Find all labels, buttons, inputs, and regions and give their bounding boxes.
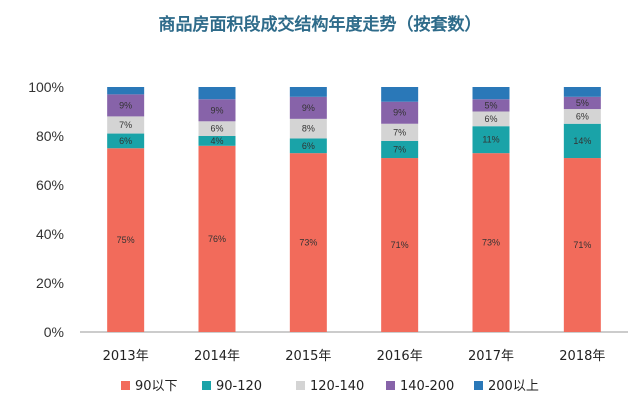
bar-stack: 73% 11% 6% 5% <box>472 87 510 332</box>
data-label: 9% <box>302 103 315 113</box>
bar-stack: 75% 6% 7% 9% <box>107 87 145 332</box>
bar-segment <box>107 133 145 149</box>
bar-segment <box>381 140 419 159</box>
bar-stack: 73% 6% 8% 9% <box>289 87 327 332</box>
data-label: 6% <box>210 124 223 134</box>
data-label: 71% <box>573 240 591 250</box>
bar-segment <box>107 116 145 134</box>
data-label: 6% <box>576 111 589 121</box>
x-tick-label: 2014年 <box>194 349 240 364</box>
bar-segment <box>198 99 236 122</box>
legend-label: 120-140 <box>310 379 364 394</box>
bar-segment <box>563 109 601 124</box>
bar-segment <box>198 136 236 146</box>
x-tick-label: 2018年 <box>559 349 605 364</box>
data-label: 9% <box>393 108 406 118</box>
legend-label: 140-200 <box>400 379 454 394</box>
data-label: 73% <box>299 238 317 248</box>
bar-segment <box>472 87 510 100</box>
x-tick-label: 2017年 <box>468 349 514 364</box>
bar-segment <box>381 123 419 141</box>
bar-segment <box>289 138 327 154</box>
bar-segment <box>563 123 601 159</box>
data-label: 7% <box>393 144 406 154</box>
legend-label: 200以上 <box>488 379 539 394</box>
y-tick-label: 100% <box>28 79 64 95</box>
bar-segment <box>381 101 419 124</box>
bar-segment <box>472 126 510 154</box>
bar-segment <box>289 153 327 332</box>
y-tick-label: 20% <box>36 275 64 291</box>
data-label: 5% <box>484 100 497 110</box>
bar-segment <box>472 111 510 127</box>
bar-segment <box>107 148 145 332</box>
bar-segment <box>107 87 145 95</box>
bar-segment <box>381 87 419 102</box>
bar-segment <box>289 118 327 139</box>
y-tick-label: 60% <box>36 177 64 193</box>
x-tick-label: 2015年 <box>285 349 331 364</box>
bar-stack: 71% 7% 7% 9% <box>381 87 419 332</box>
legend-swatch <box>121 381 130 390</box>
data-label: 6% <box>484 114 497 124</box>
bar-segment <box>563 96 601 110</box>
data-label: 14% <box>573 136 591 146</box>
legend-swatch <box>474 381 483 390</box>
data-label: 73% <box>482 238 500 248</box>
bar-segment <box>198 145 236 332</box>
x-tick-label: 2013年 <box>103 349 149 364</box>
x-tick-label: 2016年 <box>377 349 423 364</box>
y-axis: 0% 20% 40% 60% 80% 100% <box>28 79 64 340</box>
legend-swatch <box>386 381 395 390</box>
y-tick-label: 0% <box>44 324 64 340</box>
y-tick-label: 40% <box>36 226 64 242</box>
chart-title: 商品房面积段成交结构年度走势（按套数） <box>159 14 482 35</box>
data-label: 9% <box>119 100 132 110</box>
bar-segment <box>107 94 145 117</box>
data-label: 7% <box>393 127 406 137</box>
data-label: 6% <box>302 141 315 151</box>
bar-segment <box>198 121 236 136</box>
data-label: 9% <box>210 105 223 115</box>
bar-segment <box>381 158 419 332</box>
data-label: 7% <box>119 120 132 130</box>
data-label: 4% <box>210 136 223 146</box>
data-label: 71% <box>391 240 409 250</box>
legend-label: 90以下 <box>135 379 178 394</box>
legend-swatch <box>202 381 211 390</box>
y-tick-label: 80% <box>36 128 64 144</box>
bar-segment <box>563 87 601 97</box>
bar-segment <box>472 99 510 112</box>
data-label: 6% <box>119 136 132 146</box>
bar-segment <box>289 87 327 97</box>
data-label: 75% <box>117 235 135 245</box>
bar-segment <box>289 96 327 119</box>
bars: 75% 6% 7% 9% 76% 4% 6% 9% 73% 6% 8% 9% 71% 7% 7% 9% 73% 1… <box>107 87 601 332</box>
bar-stack: 71% 14% 6% 5% <box>563 87 601 332</box>
legend-label: 90-120 <box>216 379 262 394</box>
bar-stack: 76% 4% 6% 9% <box>198 87 236 332</box>
legend: 90以下 90-120 120-140 140-200 200以上 <box>121 379 539 394</box>
data-label: 11% <box>482 135 499 145</box>
bar-segment <box>198 87 236 100</box>
data-label: 76% <box>208 234 226 244</box>
x-axis: 2013年 2014年 2015年 2016年 2017年 2018年 <box>80 331 628 364</box>
data-label: 5% <box>576 98 589 108</box>
data-label: 8% <box>302 124 315 134</box>
bar-segment <box>563 158 601 332</box>
legend-swatch <box>296 381 305 390</box>
bar-segment <box>472 153 510 332</box>
